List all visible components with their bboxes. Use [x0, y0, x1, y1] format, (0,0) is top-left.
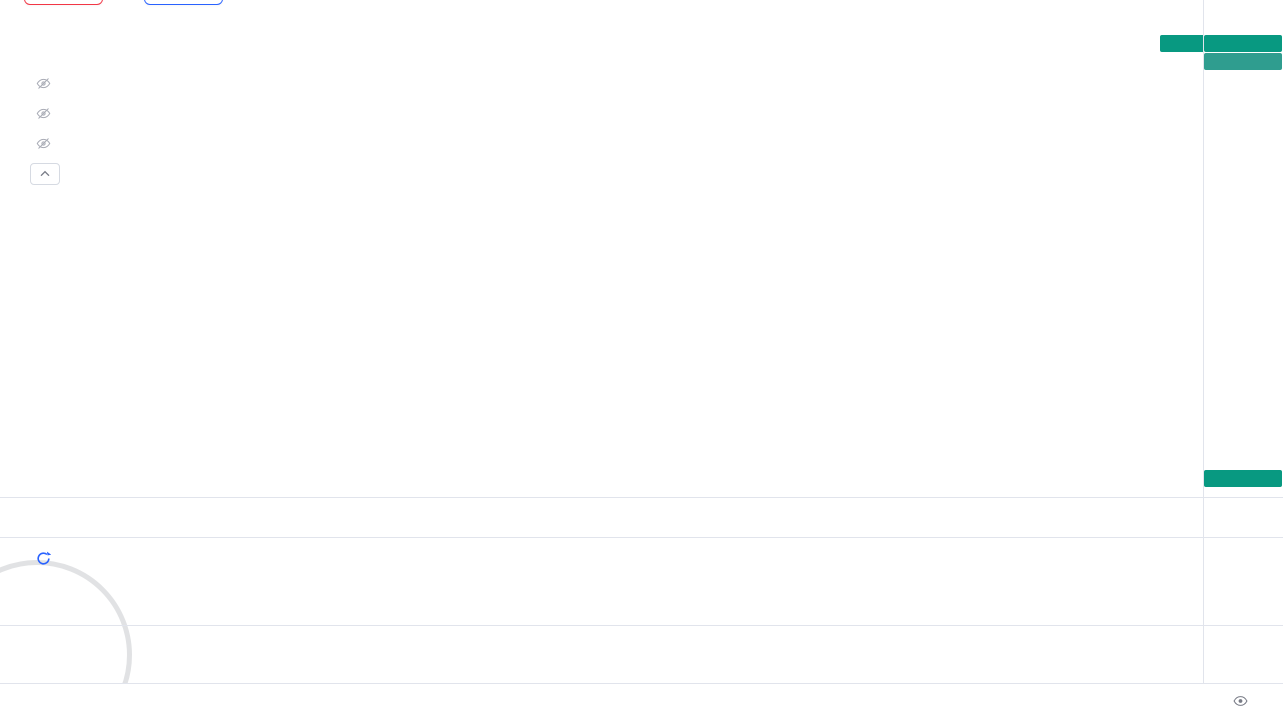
last-price-label: [1204, 35, 1282, 52]
refresh-icon[interactable]: [36, 551, 51, 566]
quote-widget: [24, 0, 223, 5]
ema20-indicator-legend[interactable]: [28, 106, 51, 121]
sell-button[interactable]: [24, 0, 103, 5]
pane-separator[interactable]: [0, 683, 1283, 684]
ema8-indicator-legend[interactable]: [28, 136, 51, 151]
bb-indicator-legend[interactable]: [28, 76, 51, 91]
price-axis[interactable]: [1203, 0, 1283, 710]
time-axis[interactable]: [0, 684, 1283, 710]
visibility-eye-icon[interactable]: [1231, 694, 1250, 708]
pane-separator[interactable]: [0, 497, 1283, 498]
legend-collapse-button[interactable]: [30, 163, 60, 185]
chevron-up-icon: [40, 170, 50, 177]
eye-off-icon[interactable]: [36, 136, 51, 151]
rsi-pane-legend[interactable]: [28, 551, 67, 566]
symbol-tag: [1160, 35, 1203, 52]
pane-separator[interactable]: [0, 537, 1283, 538]
volume-axis-label: [1204, 470, 1282, 487]
bar-countdown-label: [1204, 52, 1282, 70]
eye-off-icon[interactable]: [36, 76, 51, 91]
pane-separator[interactable]: [0, 625, 1283, 626]
spread-value: [103, 0, 144, 5]
buy-button[interactable]: [144, 0, 223, 5]
eye-off-icon[interactable]: [36, 106, 51, 121]
